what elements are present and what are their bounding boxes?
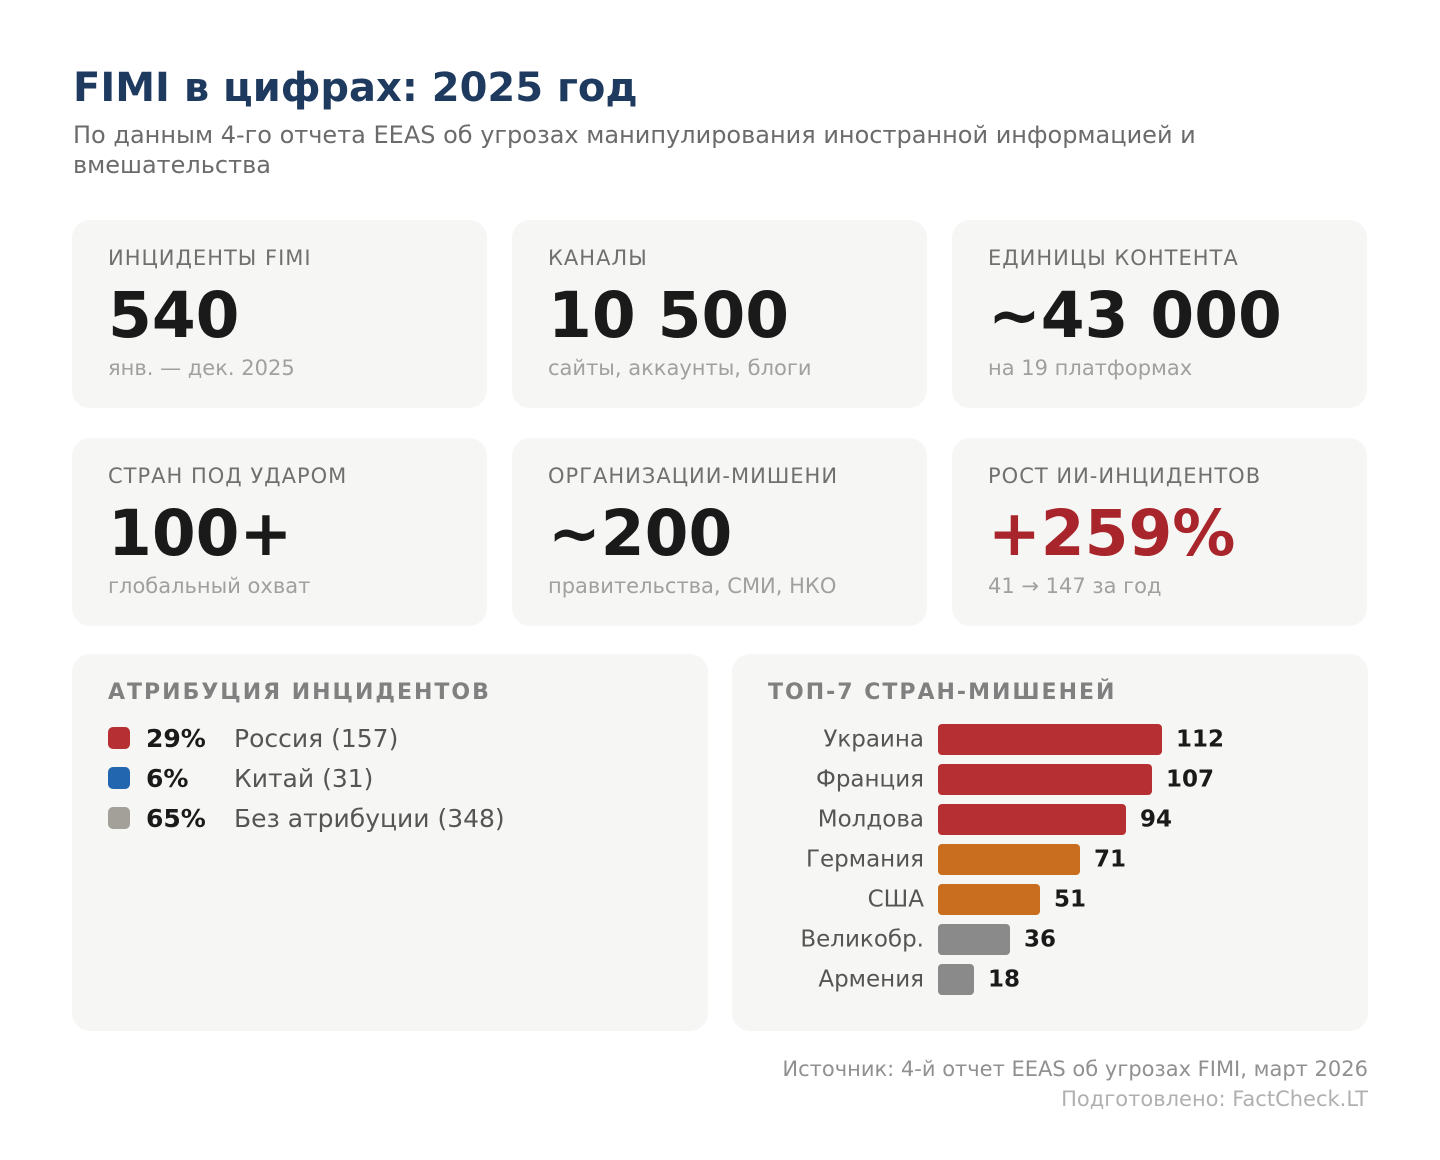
attribution-list: 29% Россия (157) 6% Китай (31) 65% Без а… bbox=[108, 718, 505, 838]
stat-card-content-units: ЕДИНИЦЫ КОНТЕНТА ~43 000 на 19 платформа… bbox=[952, 220, 1367, 408]
page-title: FIMI в цифрах: 2025 год bbox=[73, 65, 638, 111]
bar bbox=[938, 764, 1152, 795]
bar-category-label: Молдова bbox=[818, 807, 924, 833]
bar-value-label: 71 bbox=[1094, 847, 1126, 873]
legend-swatch bbox=[108, 767, 130, 789]
bar bbox=[938, 804, 1126, 835]
bar-category-label: США bbox=[868, 887, 925, 913]
bar-category-label: Армения bbox=[818, 967, 924, 993]
bar-value-label: 18 bbox=[988, 967, 1020, 993]
stat-note: 41 → 147 за год bbox=[988, 574, 1162, 598]
footer-source: Источник: 4-й отчет EEAS об угрозах FIMI… bbox=[782, 1057, 1368, 1081]
stat-value: ~43 000 bbox=[988, 279, 1282, 352]
stat-card-ai-growth: РОСТ ИИ-ИНЦИДЕНТОВ +259% 41 → 147 за год bbox=[952, 438, 1367, 626]
attribution-title: АТРИБУЦИЯ ИНЦИДЕНТОВ bbox=[108, 680, 491, 705]
stat-card-countries: СТРАН ПОД УДАРОМ 100+ глобальный охват bbox=[72, 438, 487, 626]
attribution-label: Китай (31) bbox=[234, 763, 374, 793]
attribution-item-china: 6% Китай (31) bbox=[108, 758, 373, 798]
attribution-item-russia: 29% Россия (157) bbox=[108, 718, 398, 758]
footer: Источник: 4-й отчет EEAS об угрозах FIMI… bbox=[782, 1054, 1368, 1114]
attribution-item-unattributed: 65% Без атрибуции (348) bbox=[108, 798, 505, 838]
bar-value-label: 107 bbox=[1166, 767, 1214, 793]
attribution-label: Без атрибуции (348) bbox=[234, 803, 505, 833]
header: FIMI в цифрах: 2025 год По данным 4-го о… bbox=[73, 62, 1368, 180]
bar-value-label: 51 bbox=[1054, 887, 1086, 913]
bar-value-label: 36 bbox=[1024, 927, 1056, 953]
stat-note: янв. — дек. 2025 bbox=[108, 356, 295, 380]
attribution-panel: АТРИБУЦИЯ ИНЦИДЕНТОВ 29% Россия (157) 6%… bbox=[72, 654, 708, 1031]
stat-value: +259% bbox=[988, 497, 1236, 570]
bar-value-label: 94 bbox=[1140, 807, 1172, 833]
stat-label: РОСТ ИИ-ИНЦИДЕНТОВ bbox=[988, 464, 1262, 488]
bar bbox=[938, 724, 1162, 755]
stat-value: 100+ bbox=[108, 497, 293, 570]
stat-value: ~200 bbox=[548, 497, 733, 570]
top-countries-panel: ТОП-7 СТРАН-МИШЕНЕЙ Украина 112 Франция 107… bbox=[732, 654, 1368, 1031]
attribution-pct: 65% bbox=[146, 803, 206, 833]
page-subtitle: По данным 4-го отчета EEAS об угрозах ма… bbox=[73, 121, 1196, 179]
bar bbox=[938, 884, 1040, 915]
attribution-pct: 6% bbox=[146, 763, 189, 793]
stat-label: КАНАЛЫ bbox=[548, 246, 648, 270]
bar-value-label: 112 bbox=[1176, 727, 1224, 753]
bar-category-label: Великобр. bbox=[800, 927, 924, 953]
bar-category-label: Германия bbox=[806, 847, 924, 873]
stat-note: правительства, СМИ, НКО bbox=[548, 574, 837, 598]
legend-swatch bbox=[108, 727, 130, 749]
footer-credit: Подготовлено: FactCheck.LT bbox=[1061, 1087, 1368, 1111]
attribution-label: Россия (157) bbox=[234, 723, 399, 753]
stat-note: глобальный охват bbox=[108, 574, 311, 598]
stat-label: СТРАН ПОД УДАРОМ bbox=[108, 464, 348, 488]
stat-label: ИНЦИДЕНТЫ FIMI bbox=[108, 246, 312, 270]
stat-label: ЕДИНИЦЫ КОНТЕНТА bbox=[988, 246, 1239, 270]
legend-swatch bbox=[108, 807, 130, 829]
bar bbox=[938, 844, 1080, 875]
chart-title: ТОП-7 СТРАН-МИШЕНЕЙ bbox=[768, 680, 1117, 705]
stat-value: 10 500 bbox=[548, 279, 790, 352]
bar bbox=[938, 924, 1010, 955]
bar-category-label: Украина bbox=[823, 727, 924, 753]
stat-card-organizations: ОРГАНИЗАЦИИ-МИШЕНИ ~200 правительства, С… bbox=[512, 438, 927, 626]
stat-note: на 19 платформах bbox=[988, 356, 1193, 380]
bar bbox=[938, 964, 974, 995]
stat-note: сайты, аккаунты, блоги bbox=[548, 356, 812, 380]
top-countries-chart: Украина 112 Франция 107 Молдова 94 Германия 71 С… bbox=[800, 724, 1224, 995]
stat-label: ОРГАНИЗАЦИИ-МИШЕНИ bbox=[548, 464, 839, 488]
bar-category-label: Франция bbox=[816, 767, 924, 793]
stat-card-incidents: ИНЦИДЕНТЫ FIMI 540 янв. — дек. 2025 bbox=[72, 220, 487, 408]
stat-card-channels: КАНАЛЫ 10 500 сайты, аккаунты, блоги bbox=[512, 220, 927, 408]
stat-value: 540 bbox=[108, 279, 240, 352]
attribution-pct: 29% bbox=[146, 723, 206, 753]
